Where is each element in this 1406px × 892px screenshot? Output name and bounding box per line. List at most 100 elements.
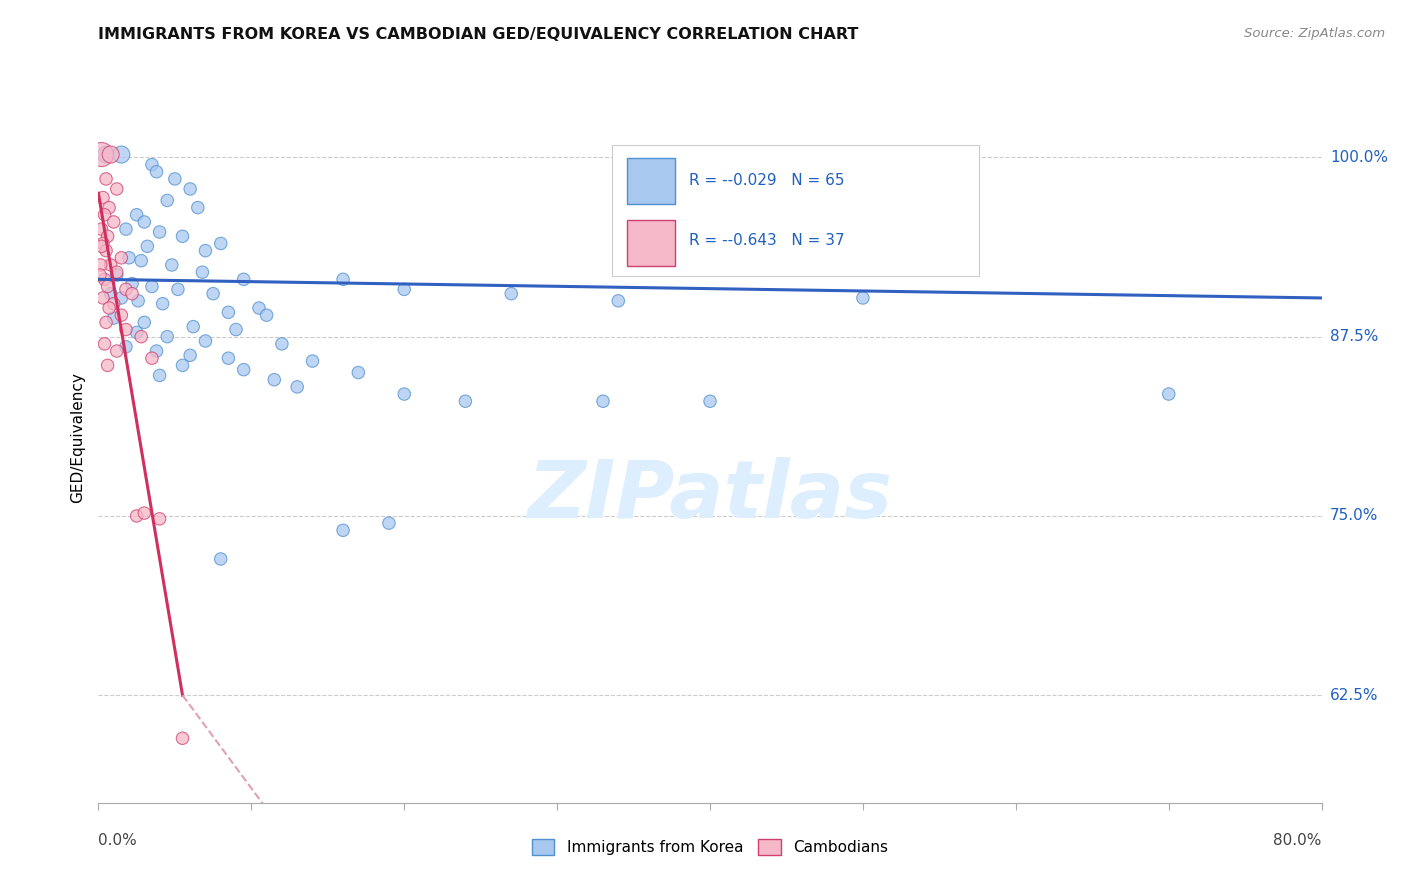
Point [332, 524, 354, 538]
Point [145, 165, 167, 179]
Point [125, 208, 148, 222]
Point [156, 194, 179, 208]
Point [105, 268, 128, 282]
Point [94, 244, 117, 258]
Point [103, 296, 125, 310]
Point [217, 305, 239, 319]
Point [118, 251, 141, 265]
Text: 75.0%: 75.0% [1330, 508, 1378, 524]
Point [98, 201, 121, 215]
Point [194, 244, 217, 258]
Point [121, 277, 143, 291]
Legend: Immigrants from Korea, Cambodians: Immigrants from Korea, Cambodians [526, 833, 894, 861]
Point [91, 236, 114, 251]
Point [392, 387, 416, 401]
Point [149, 368, 172, 383]
Point [607, 293, 630, 308]
Point [121, 286, 143, 301]
Point [91, 190, 114, 204]
Point [93, 336, 115, 351]
Point [232, 272, 254, 286]
Point [94, 315, 117, 329]
Point [98, 301, 121, 315]
Point [152, 296, 174, 310]
Point [194, 334, 217, 348]
Point [256, 308, 278, 322]
Text: 0.0%: 0.0% [98, 833, 138, 848]
Point [136, 239, 159, 253]
Point [100, 258, 122, 272]
Point [592, 394, 614, 409]
Point [94, 172, 117, 186]
Point [93, 272, 115, 286]
Point [103, 311, 125, 326]
Point [115, 282, 138, 296]
Point [172, 229, 194, 244]
Point [105, 344, 128, 359]
Text: Source: ZipAtlas.com: Source: ZipAtlas.com [1244, 27, 1385, 40]
Point [115, 340, 138, 354]
Point [149, 512, 172, 526]
Point [90, 239, 112, 253]
Point [125, 326, 148, 340]
Point [149, 225, 172, 239]
Point [94, 147, 117, 161]
Point [141, 351, 163, 366]
Point [141, 158, 163, 172]
Point [125, 508, 148, 523]
Point [209, 552, 232, 566]
Point [90, 258, 112, 272]
Point [97, 279, 120, 293]
Point [110, 291, 132, 305]
Point [263, 373, 285, 387]
Text: 100.0%: 100.0% [1330, 150, 1388, 165]
Point [187, 201, 209, 215]
Point [100, 147, 122, 161]
Point [145, 344, 167, 359]
Point [225, 322, 247, 336]
Point [110, 251, 132, 265]
Point [378, 516, 401, 530]
Point [160, 258, 183, 272]
Point [115, 322, 138, 336]
Text: IMMIGRANTS FROM KOREA VS CAMBODIAN GED/EQUIVALENCY CORRELATION CHART: IMMIGRANTS FROM KOREA VS CAMBODIAN GED/E… [98, 27, 859, 42]
Point [454, 394, 477, 409]
Point [179, 182, 201, 196]
Point [285, 380, 308, 394]
Point [134, 506, 156, 520]
Point [332, 272, 354, 286]
Point [217, 351, 239, 366]
Point [93, 208, 115, 222]
Point [110, 147, 132, 161]
Point [172, 359, 194, 373]
Text: ZIPatlas: ZIPatlas [527, 457, 893, 534]
Point [232, 362, 254, 376]
Point [100, 286, 122, 301]
Point [301, 354, 323, 368]
Point [91, 291, 114, 305]
Point [1157, 387, 1180, 401]
Point [115, 222, 138, 236]
Point [134, 215, 156, 229]
Point [141, 279, 163, 293]
Point [247, 301, 270, 315]
Point [90, 147, 112, 161]
Point [347, 366, 370, 380]
Point [699, 394, 721, 409]
Point [191, 265, 214, 279]
Point [127, 293, 149, 308]
Point [90, 222, 112, 236]
Text: 80.0%: 80.0% [1274, 833, 1322, 848]
Point [97, 359, 120, 373]
Point [129, 329, 152, 343]
Point [209, 236, 232, 251]
Point [501, 286, 523, 301]
Point [134, 315, 156, 329]
Point [89, 268, 111, 282]
Point [156, 329, 179, 343]
Point [181, 319, 204, 334]
Point [163, 172, 186, 186]
Point [110, 308, 132, 322]
Point [103, 215, 125, 229]
Point [97, 229, 120, 244]
